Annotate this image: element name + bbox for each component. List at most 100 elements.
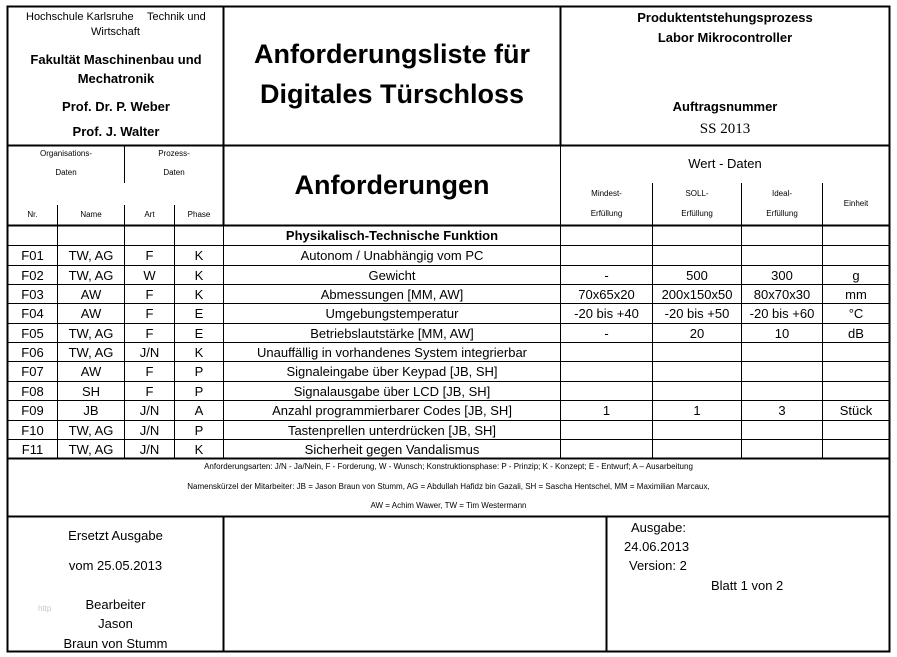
cell-name: TW, AG bbox=[68, 326, 114, 341]
professor-1: Prof. Dr. P. Weber bbox=[62, 99, 170, 114]
cell-min: - bbox=[604, 326, 609, 341]
col-header-ideal-line1: Ideal- bbox=[771, 189, 792, 198]
cell-unit: °C bbox=[848, 306, 864, 321]
cell-requirement: Signalausgabe über LCD [JB, SH] bbox=[293, 384, 491, 399]
cell-ideal: -20 bis +60 bbox=[749, 306, 815, 321]
order-number-label: Auftragsnummer bbox=[672, 99, 778, 114]
cell-ideal bbox=[742, 382, 822, 401]
col-header-nr: Nr. bbox=[27, 210, 38, 219]
cell-ideal bbox=[742, 440, 822, 459]
cell-name: AW bbox=[80, 287, 102, 302]
document-title-line1: Anforderungsliste für bbox=[253, 39, 530, 69]
cell-unit bbox=[823, 343, 889, 362]
cell-soll bbox=[653, 382, 741, 401]
cell-phase: A bbox=[194, 403, 204, 418]
col-header-phase: Phase bbox=[187, 210, 211, 219]
cell-requirement: Betriebslautstärke [MM, AW] bbox=[310, 326, 474, 341]
cell-art: F bbox=[145, 248, 154, 263]
faculty-line1: Fakultät Maschinenbau und bbox=[30, 52, 202, 67]
cell-nr: F05 bbox=[21, 326, 44, 341]
cell-art: J/N bbox=[139, 423, 160, 438]
cell-min: -20 bis +40 bbox=[574, 306, 639, 321]
cell-nr: F10 bbox=[21, 423, 44, 438]
cell-phase: K bbox=[194, 442, 204, 457]
cell-nr: F07 bbox=[21, 364, 44, 379]
cell-requirement: Abmessungen [MM, AW] bbox=[320, 287, 464, 302]
cell-art: J/N bbox=[139, 345, 160, 360]
cell-phase: E bbox=[194, 326, 204, 341]
cell-min bbox=[561, 362, 652, 381]
cell-requirement: Anzahl programmierbarer Codes [JB, SH] bbox=[272, 403, 512, 418]
cell-ideal bbox=[742, 343, 822, 362]
cell-unit bbox=[823, 246, 889, 265]
cell-name: TW, AG bbox=[68, 442, 114, 457]
cell-phase: P bbox=[194, 423, 204, 438]
cell-name: SH bbox=[81, 384, 101, 399]
cell-requirement: Unauffällig in vorhandenes System integr… bbox=[256, 345, 528, 360]
col-header-min-line1: Mindest- bbox=[591, 189, 622, 198]
cell-requirement: Sicherheit gegen Vandalismus bbox=[304, 442, 480, 457]
cell-art: F bbox=[145, 287, 154, 302]
cell-name: TW, AG bbox=[68, 268, 114, 283]
editor-last-name: Braun von Stumm bbox=[63, 636, 168, 651]
cell-nr: F04 bbox=[21, 306, 44, 321]
cell-min bbox=[561, 382, 652, 401]
cell-min bbox=[561, 246, 652, 265]
cell-nr: F09 bbox=[21, 403, 44, 418]
replaces-edition-label: Ersetzt Ausgabe bbox=[68, 528, 163, 543]
cell-ideal: 300 bbox=[771, 268, 793, 283]
proc-data-header-line1: Prozess- bbox=[158, 149, 190, 158]
cell-art: W bbox=[143, 268, 156, 283]
cell-art: F bbox=[145, 384, 154, 399]
cell-ideal: 10 bbox=[774, 326, 790, 341]
col-header-soll-line1: SOLL- bbox=[685, 189, 709, 198]
cell-ideal bbox=[742, 421, 822, 440]
cell-unit bbox=[823, 382, 889, 401]
cell-name: AW bbox=[80, 364, 102, 379]
cell-nr: F03 bbox=[21, 287, 44, 302]
editor-label: Bearbeiter bbox=[85, 597, 146, 612]
cell-phase: K bbox=[194, 248, 204, 263]
cell-unit bbox=[823, 421, 889, 440]
cell-requirement: Gewicht bbox=[368, 268, 416, 283]
cell-min: 70x65x20 bbox=[578, 287, 635, 302]
cell-min: - bbox=[604, 268, 609, 283]
section-title: Physikalisch-Technische Funktion bbox=[285, 228, 499, 243]
cell-soll: -20 bis +50 bbox=[664, 306, 730, 321]
cell-ideal: 80x70x30 bbox=[753, 287, 811, 302]
faculty-line2: Mechatronik bbox=[77, 71, 155, 86]
cell-unit: dB bbox=[848, 326, 864, 341]
legend-line3: AW = Achim Wawer, TW = Tim Westermann bbox=[370, 501, 527, 510]
professor-2: Prof. J. Walter bbox=[72, 124, 160, 139]
document-title-line2: Digitales Türschloss bbox=[259, 79, 525, 109]
cell-soll: 500 bbox=[686, 268, 708, 283]
cell-art: F bbox=[145, 364, 154, 379]
org-data-header-line2: Daten bbox=[55, 168, 77, 177]
cell-min bbox=[561, 440, 652, 459]
editor-first-name: Jason bbox=[98, 616, 133, 631]
issue-label: Ausgabe: bbox=[631, 520, 686, 535]
col-header-name: Name bbox=[80, 210, 102, 219]
cell-unit bbox=[823, 362, 889, 381]
requirements-header: Anforderungen bbox=[294, 170, 490, 200]
cell-nr: F06 bbox=[21, 345, 44, 360]
cell-nr: F02 bbox=[21, 268, 44, 283]
cell-soll bbox=[653, 421, 741, 440]
col-header-min-line2: Erfüllung bbox=[590, 209, 623, 218]
cell-requirement: Signaleingabe über Keypad [JB, SH] bbox=[286, 364, 498, 379]
cell-phase: K bbox=[194, 287, 204, 302]
cell-name: TW, AG bbox=[68, 423, 114, 438]
cell-phase: P bbox=[194, 364, 204, 379]
replaces-edition-date: vom 25.05.2013 bbox=[68, 558, 163, 573]
cell-unit: mm bbox=[845, 287, 867, 302]
cell-ideal: 3 bbox=[778, 403, 786, 418]
cell-min: 1 bbox=[602, 403, 611, 418]
lab-title: Labor Mikrocontroller bbox=[657, 30, 793, 45]
cell-min bbox=[561, 343, 652, 362]
col-header-unit: Einheit bbox=[843, 199, 869, 208]
cell-name: AW bbox=[80, 306, 102, 321]
order-number-value: SS 2013 bbox=[699, 121, 751, 137]
legend-line1: Anforderungsarten: J/N - Ja/Nein, F - Fo… bbox=[204, 462, 693, 471]
col-header-ideal-line2: Erfüllung bbox=[766, 209, 798, 218]
